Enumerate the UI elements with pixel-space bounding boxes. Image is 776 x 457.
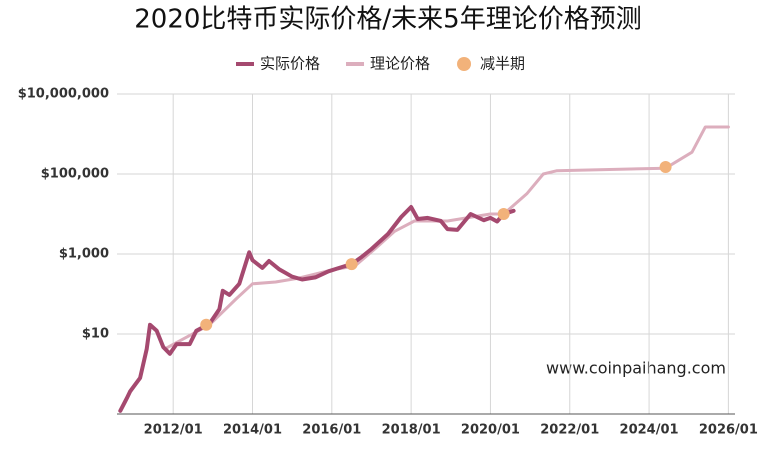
chart-title: 2020比特币实际价格/未来5年理论价格预测	[134, 5, 641, 35]
legend-label: 实际价格	[260, 55, 320, 73]
legend-label: 理论价格	[370, 55, 430, 73]
x-tick-label: 2022/01	[540, 423, 599, 438]
x-tick-label: 2020/01	[461, 423, 520, 438]
y-tick-label: $100,000	[41, 167, 109, 182]
line-series	[165, 125, 730, 350]
y-tick-label: $10,000,000	[18, 87, 109, 102]
y-tick-label: $10	[82, 327, 109, 342]
x-tick-label: 2026/01	[699, 423, 758, 438]
x-tick-label: 2014/01	[223, 423, 282, 438]
x-tick-label: 2012/01	[144, 423, 203, 438]
halving-point	[345, 258, 358, 271]
legend-marker	[457, 57, 472, 71]
x-tick-label: 2024/01	[620, 423, 679, 438]
y-tick-label: $1,000	[59, 247, 109, 262]
watermark: www.coinpaihang.com	[546, 359, 726, 378]
x-tick-label: 2018/01	[382, 423, 441, 438]
halving-point	[659, 160, 672, 173]
x-tick-label: 2016/01	[302, 423, 361, 438]
halving-point	[200, 318, 213, 331]
halving-point	[497, 208, 510, 220]
legend-label: 减半期	[480, 55, 525, 73]
line-series	[118, 205, 516, 413]
